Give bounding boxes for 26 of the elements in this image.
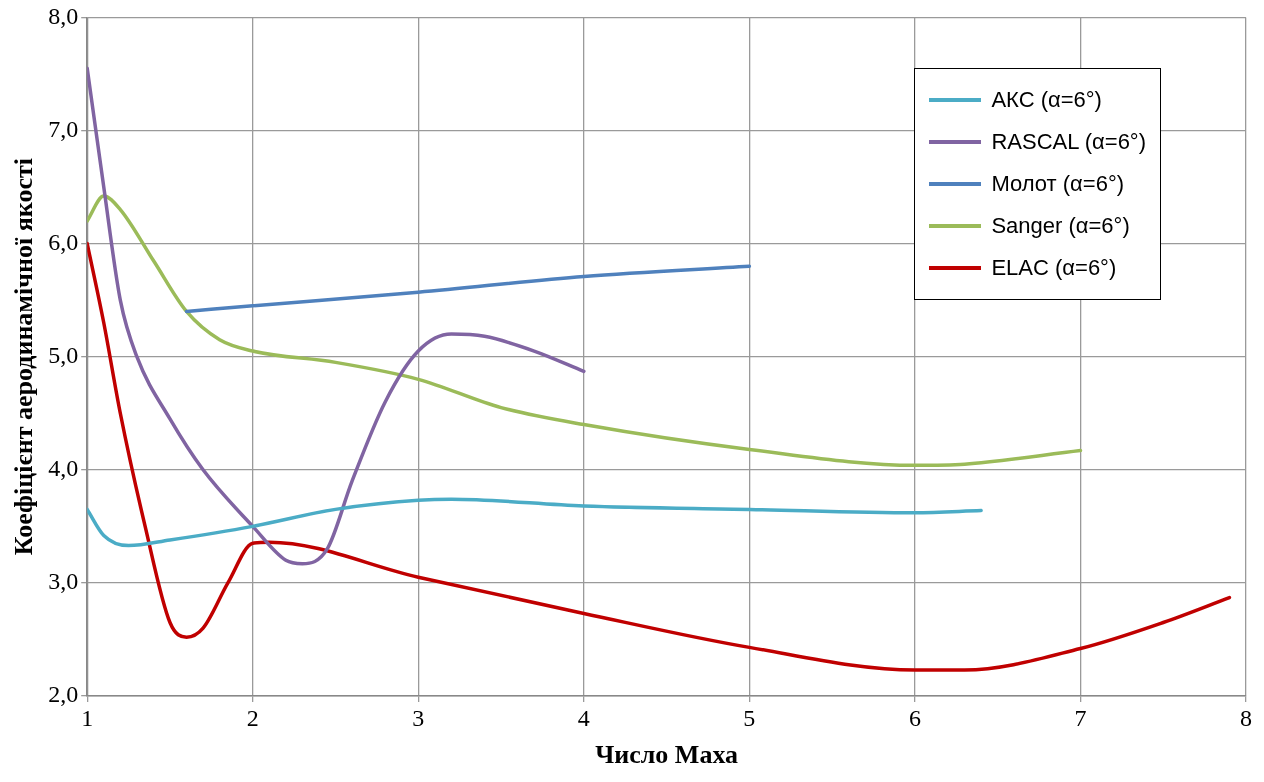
y-tick-label: 6,0 bbox=[48, 228, 79, 255]
x-tick-label: 8 bbox=[1240, 704, 1252, 731]
y-tick-label: 5,0 bbox=[48, 342, 79, 368]
y-tick-label: 4,0 bbox=[48, 455, 79, 482]
legend-label: ELAC (α=6°) bbox=[991, 255, 1117, 281]
x-tick-label: 2 bbox=[246, 704, 259, 731]
x-axis-title: Число Маха bbox=[595, 740, 739, 770]
x-tick-label: 1 bbox=[81, 704, 94, 731]
y-tick-label: 3,0 bbox=[48, 568, 79, 595]
y-tick-label: 2,0 bbox=[48, 681, 79, 708]
x-tick-label: 7 bbox=[1074, 704, 1087, 731]
legend-label: Молот (α=6°) bbox=[991, 171, 1125, 197]
x-tick-label: 6 bbox=[908, 704, 921, 731]
line-series bbox=[184, 264, 752, 314]
x-tick-label: 4 bbox=[577, 704, 590, 731]
y-tick-label: 7,0 bbox=[48, 115, 79, 142]
legend-label: RASCAL (α=6°) bbox=[991, 129, 1146, 155]
line-series bbox=[87, 241, 1232, 672]
line-series bbox=[87, 66, 586, 566]
legend-label: Sanger (α=6°) bbox=[991, 213, 1130, 239]
legend-label: АКС (α=6°) bbox=[991, 87, 1102, 113]
line-series bbox=[87, 497, 983, 548]
y-tick-label: 8,0 bbox=[48, 2, 79, 29]
x-tick-label: 5 bbox=[743, 704, 756, 731]
y-axis-title: Коефіцієнт аеродинамічної якості bbox=[9, 158, 39, 556]
x-tick-label: 3 bbox=[412, 704, 425, 731]
